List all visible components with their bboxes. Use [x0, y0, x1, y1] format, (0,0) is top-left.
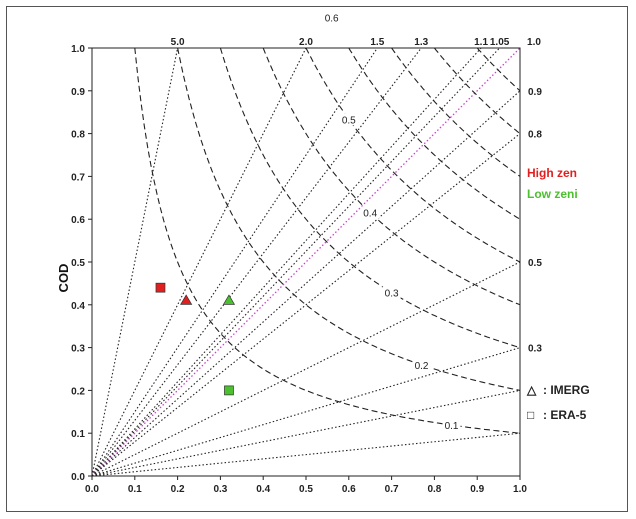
- x-tick-label: 0.8: [427, 484, 441, 495]
- ratio-label-right: 0.9: [528, 87, 542, 98]
- contour-label: 0.2: [415, 361, 429, 372]
- x-tick-label: 0.2: [171, 484, 185, 495]
- ratio-label-top: 1.3: [414, 37, 428, 48]
- contour-line: [305, 47, 521, 263]
- contour-label: 0.3: [385, 289, 399, 300]
- ratio-label-top: 2.0: [299, 37, 313, 48]
- ratio-label-right: 0.3: [528, 344, 542, 355]
- contour-lines: 0.10.20.30.40.50.60.70.80.9: [134, 11, 521, 434]
- x-tick-label: 0.0: [85, 484, 99, 495]
- x-tick-label: 0.3: [213, 484, 227, 495]
- ratio-line: [91, 47, 378, 477]
- contour-label: 0.6: [325, 13, 339, 24]
- contour-line: [262, 47, 521, 306]
- y-tick-label: 0.2: [71, 386, 85, 397]
- ratio-lines: 5.0 2.0 1.5 1.3 1.1 1.05 1.0 0.9 0.8 0.5 0.3: [91, 37, 542, 477]
- ratio-line: [91, 432, 521, 477]
- x-tick-label: 0.7: [385, 484, 399, 495]
- ratio-label-right: 0.5: [528, 258, 542, 269]
- ratio-line: [91, 261, 521, 477]
- ratio-line: [91, 133, 521, 477]
- ratio-line: [91, 47, 482, 477]
- legend-marker-symbol: □: [527, 408, 534, 422]
- ratio-line: [91, 47, 422, 477]
- contour-label: 0.1: [445, 421, 459, 432]
- y-tick-label: 0.9: [71, 87, 85, 98]
- contour-label-bg: [412, 358, 431, 371]
- ratio-label-top: 1.1: [474, 37, 488, 48]
- x-tick-label: 0.9: [470, 484, 484, 495]
- contour-label: 0.4: [363, 209, 377, 220]
- data-point-triangle: [180, 294, 193, 305]
- ratio-label-top: 5.0: [171, 37, 185, 48]
- data-points: [155, 282, 236, 396]
- contour-label: 0.5: [342, 115, 356, 126]
- contour-label-bg: [442, 419, 461, 432]
- figure-frame: [6, 6, 628, 512]
- ratio-line: [91, 47, 501, 477]
- ratio-line: [91, 389, 521, 477]
- contour-line: [433, 47, 521, 135]
- contour-line: [348, 47, 521, 220]
- contour-label-bg: [382, 286, 401, 299]
- data-point-triangle: [222, 294, 236, 305]
- legend-marker-label: : ERA-5: [543, 408, 587, 422]
- x-tick-label: 0.6: [342, 484, 356, 495]
- x-tick-label: 0.5: [299, 484, 313, 495]
- legend-marker-label: : IMERG: [543, 383, 590, 397]
- ratio-label-top: 1.5: [370, 37, 384, 48]
- contour-label-bg: [322, 11, 341, 24]
- y-tick-label: 0.7: [71, 172, 85, 183]
- y-tick-label: 0.8: [71, 130, 85, 141]
- contour-line: [476, 47, 521, 92]
- contour-line: [391, 47, 521, 177]
- x-tick-label: 0.4: [256, 484, 270, 495]
- contour-line: [177, 47, 521, 391]
- x-tick-label: 0.1: [128, 484, 142, 495]
- one-to-one-line: [91, 47, 521, 477]
- y-axis-label: COD: [56, 264, 71, 293]
- ratio-label-right: 0.8: [528, 130, 542, 141]
- y-tick-label: 0.6: [71, 215, 85, 226]
- contour-line: [219, 47, 521, 349]
- contour-label-bg: [339, 113, 358, 126]
- ratio-line: [91, 47, 307, 477]
- data-point-square: [224, 385, 234, 396]
- legend-marker-symbol: △: [526, 383, 537, 397]
- y-tick-label: 0.0: [71, 472, 85, 483]
- contour-label-bg: [361, 206, 380, 219]
- y-tick-label: 0.1: [71, 429, 85, 440]
- y-tick-label: 1.0: [71, 44, 85, 55]
- legend-series-label: Low zeni: [527, 187, 578, 201]
- data-point-square: [155, 282, 166, 293]
- ratio-label-top: 1.0: [527, 37, 541, 48]
- legend: High zen Low zeni △ : IMERG □ : ERA-5: [526, 166, 590, 422]
- contour-line: [134, 47, 521, 434]
- y-tick-label: 0.3: [71, 344, 85, 355]
- ratio-label-top: 1.05: [490, 37, 510, 48]
- ratio-line: [91, 47, 179, 477]
- y-tick-label: 0.5: [71, 258, 85, 269]
- x-tick-label: 1.0: [513, 484, 527, 495]
- y-tick-label: 0.4: [71, 301, 85, 312]
- legend-series-label: High zen: [527, 166, 577, 180]
- axes: 0.00.0 0.1 0.1 0.2 0.2 0.3 0.3 0.4 0.4 0.5 0.5 0.6 0…: [71, 44, 527, 495]
- ratio-line: [91, 347, 521, 477]
